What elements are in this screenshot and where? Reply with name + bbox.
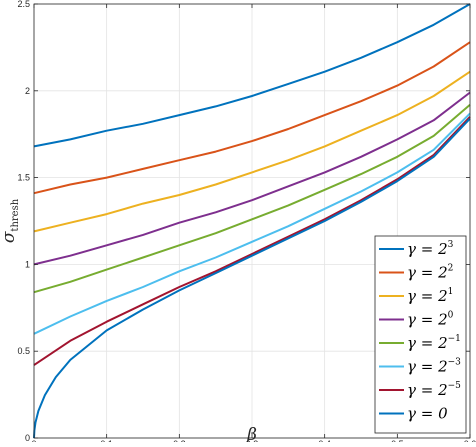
- legend-box: [374, 235, 467, 434]
- y-tick-label: 2: [25, 86, 30, 96]
- legend-entry-exponent: −5: [448, 381, 462, 391]
- legend-entry: γ = 21: [407, 287, 453, 305]
- legend-entry: γ = 23: [407, 240, 454, 258]
- legend-entry-exponent: −1: [448, 334, 461, 344]
- legend-entry-exponent: 2: [448, 264, 454, 274]
- legend-entry-exponent: −3: [448, 358, 462, 368]
- series-line-1: [33, 41, 471, 195]
- y-tick-labels: 0 0.5 1 1.5 2 2.5: [17, 0, 30, 443]
- legend-entry-label: γ = 2: [407, 358, 448, 376]
- y-tick-label: 0.5: [17, 346, 30, 356]
- legend-entry: γ = 22: [407, 264, 453, 282]
- series-line-0: [33, 3, 471, 148]
- x-axis-label: β: [246, 425, 257, 442]
- legend-entry-label: γ = 2: [407, 311, 448, 329]
- legend-entry-label: γ = 2: [407, 264, 448, 282]
- legend-entry-label: γ = 0: [407, 405, 448, 423]
- y-tick-label: 2.5: [17, 0, 30, 9]
- series-lines: [33, 3, 471, 439]
- legend-entry-exponent: 3: [448, 240, 454, 250]
- legend-entry: γ = 20: [407, 311, 454, 329]
- legend-entry-label: γ = 2: [407, 334, 448, 352]
- legend-entry-exponent: 1: [448, 287, 454, 297]
- y-axis-label-subscript: thresh: [10, 198, 21, 231]
- y-tick-label: 1: [25, 259, 30, 269]
- legend-entry: γ = 0: [407, 405, 448, 423]
- series-line-3: [33, 91, 471, 266]
- legend-entry-label: γ = 2: [407, 240, 448, 258]
- y-axis-label-symbol: σ: [0, 231, 19, 243]
- legend: γ = 23γ = 22γ = 21γ = 20γ = 2−1γ = 2−3γ …: [374, 235, 467, 434]
- series-line-2: [33, 70, 471, 233]
- tick-marks: [33, 3, 471, 439]
- legend-entry: γ = 2−1: [407, 334, 461, 352]
- series-line-4: [33, 103, 471, 294]
- y-axis-label: σthresh: [0, 198, 21, 243]
- y-tick-label: 0: [25, 433, 30, 442]
- svg-text:σthresh: σthresh: [0, 198, 21, 243]
- y-tick-label: 1.5: [17, 173, 30, 183]
- series-line-7: [33, 117, 471, 439]
- legend-entry: γ = 2−5: [407, 381, 461, 399]
- legend-entry-label: γ = 2: [407, 287, 448, 305]
- legend-entry-label: γ = 2: [407, 381, 448, 399]
- series-line-5: [33, 112, 471, 335]
- legend-entry-exponent: 0: [448, 311, 454, 321]
- series-line-6: [33, 116, 471, 366]
- legend-entry: γ = 2−3: [407, 358, 461, 376]
